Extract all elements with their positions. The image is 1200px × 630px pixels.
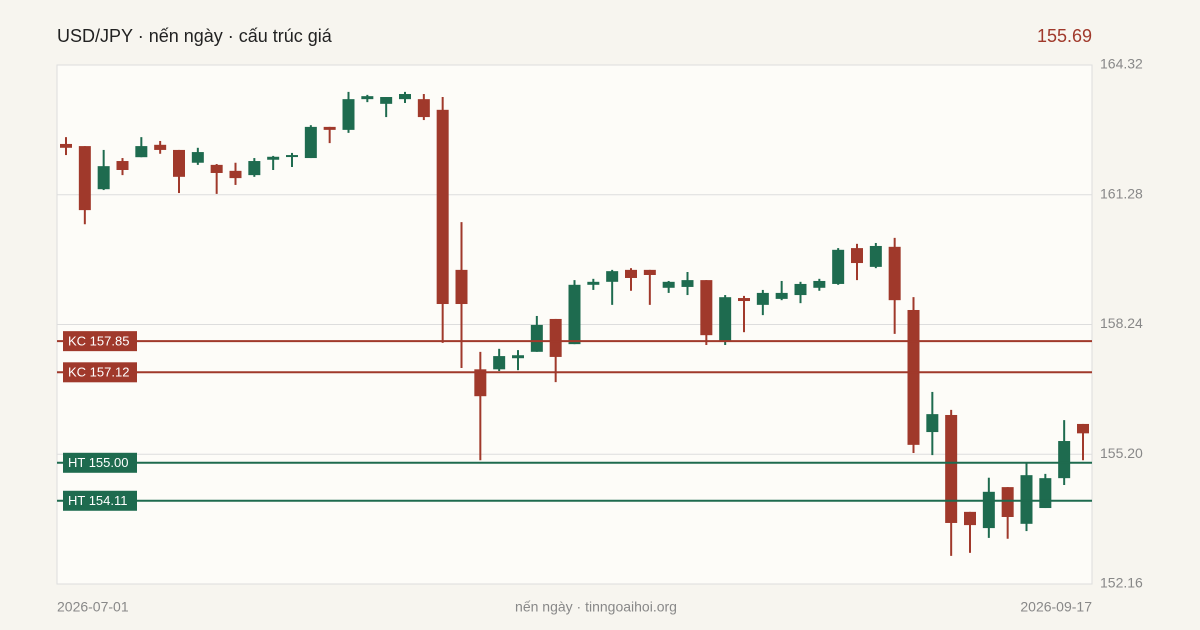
- candle-body: [719, 297, 732, 342]
- candle-body: [851, 248, 863, 264]
- candle-body: [625, 269, 637, 278]
- candle-body: [323, 126, 336, 130]
- level-tag: [63, 331, 137, 352]
- candle-body: [191, 152, 204, 163]
- candle-body: [361, 96, 374, 100]
- candle-body: [982, 491, 995, 529]
- candle-body: [964, 511, 976, 526]
- candle-body: [1001, 487, 1014, 517]
- candle-body: [210, 164, 223, 173]
- candle-body: [568, 284, 581, 345]
- candle-body: [436, 109, 449, 305]
- candle-body: [78, 146, 91, 211]
- candle-body: [342, 99, 355, 130]
- level-label: KC 157.85: [68, 334, 129, 349]
- candle-body: [135, 146, 148, 158]
- candle-body: [229, 170, 242, 179]
- candle-body: [1039, 478, 1052, 509]
- candle-body: [380, 97, 393, 104]
- candle-body: [662, 281, 675, 288]
- candle-body: [474, 369, 487, 397]
- level-label: HT 155.00: [68, 455, 128, 470]
- candle-body: [97, 166, 110, 190]
- level-label: KC 157.12: [68, 365, 129, 380]
- candle-body: [248, 161, 261, 176]
- candle-body: [530, 324, 543, 352]
- candle-body: [926, 414, 939, 433]
- candle-body: [512, 355, 524, 359]
- candle-body: [417, 99, 430, 118]
- candle-body: [587, 281, 600, 285]
- candle-body: [1077, 423, 1089, 434]
- y-tick-label: 161.28: [1100, 185, 1143, 201]
- chart-title: USD/JPY · nến ngày · cấu trúc giá: [57, 26, 333, 46]
- candle-body: [832, 249, 845, 284]
- candle-body: [945, 414, 958, 523]
- candle-body: [304, 126, 317, 159]
- level-tag: [63, 490, 137, 511]
- candle-body: [1020, 475, 1033, 524]
- candle-body: [399, 94, 411, 100]
- level-label: HT 154.11: [68, 493, 128, 508]
- candle-body: [116, 161, 129, 170]
- last-price: 155.69: [1037, 26, 1092, 46]
- x-end-label: 2026-09-17: [1020, 599, 1092, 615]
- candle-body: [549, 318, 562, 357]
- candle-body: [643, 269, 656, 275]
- candle-body: [700, 280, 713, 336]
- candle-body: [681, 280, 694, 287]
- candle-body: [756, 292, 769, 305]
- candle-body: [606, 271, 619, 282]
- candle-body: [173, 149, 185, 177]
- y-tick-label: 164.32: [1100, 56, 1143, 72]
- footer: nến ngày · tinngoaihoi.org: [515, 599, 677, 615]
- y-tick-label: 158.24: [1100, 315, 1143, 331]
- candle-body: [286, 155, 298, 158]
- candle-body: [1058, 441, 1071, 479]
- candle-body: [154, 144, 167, 150]
- candle-body: [455, 269, 468, 305]
- candle-body: [869, 245, 882, 267]
- candle-body: [813, 280, 826, 288]
- level-tag: [63, 362, 137, 383]
- y-tick-label: 155.20: [1100, 445, 1143, 461]
- candle-body: [775, 292, 788, 299]
- candle-body: [907, 309, 920, 445]
- candle-body: [493, 356, 506, 370]
- candle-body: [794, 283, 807, 296]
- y-tick-label: 152.16: [1100, 575, 1143, 591]
- candle-body: [738, 298, 750, 302]
- candle-body: [60, 143, 72, 148]
- candle-body: [267, 156, 280, 160]
- candle-body: [888, 246, 901, 301]
- level-tag: [63, 452, 137, 473]
- x-start-label: 2026-07-01: [57, 599, 129, 615]
